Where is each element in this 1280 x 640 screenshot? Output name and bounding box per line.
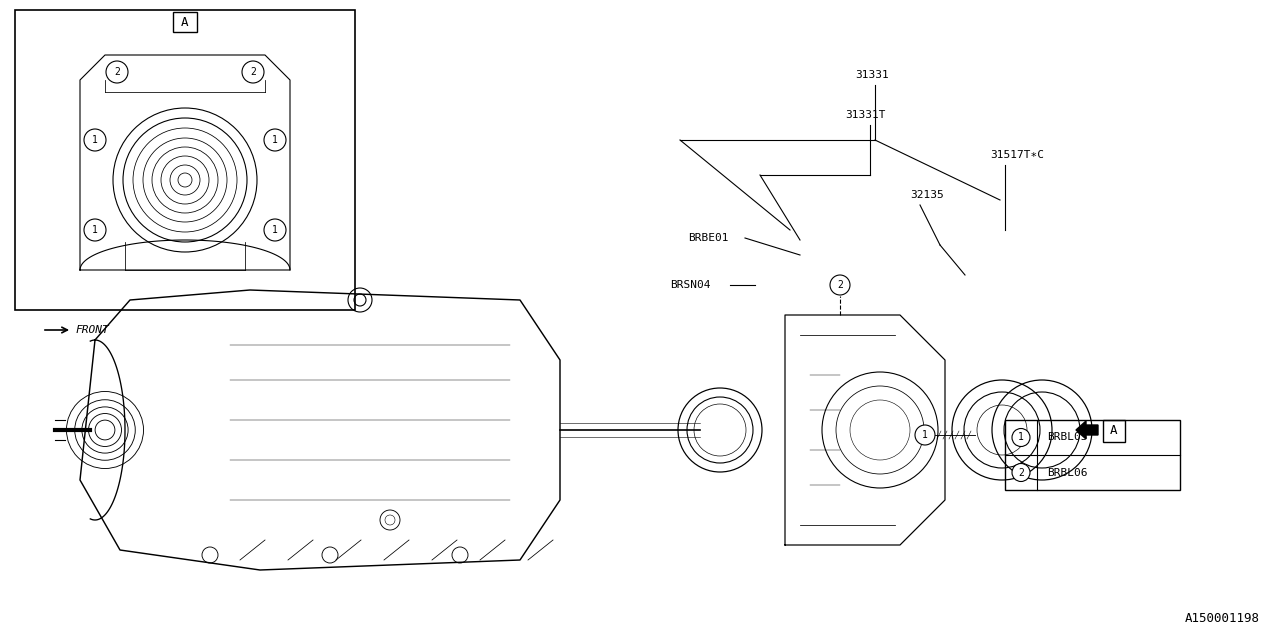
Text: BRBE01: BRBE01 (689, 233, 728, 243)
Text: 1: 1 (922, 430, 928, 440)
Circle shape (106, 61, 128, 83)
Circle shape (264, 129, 285, 151)
Text: FRONT: FRONT (76, 325, 109, 335)
Text: BRSN04: BRSN04 (669, 280, 710, 290)
Text: 31331: 31331 (855, 70, 888, 80)
Circle shape (242, 61, 264, 83)
Text: 31517T∗C: 31517T∗C (989, 150, 1044, 160)
Text: 2: 2 (250, 67, 256, 77)
Bar (173, 12, 197, 32)
FancyArrow shape (1076, 421, 1098, 439)
Text: A: A (1110, 424, 1117, 436)
Bar (1103, 420, 1125, 442)
Bar (15, 10, 355, 310)
Circle shape (829, 275, 850, 295)
Text: 2: 2 (1018, 467, 1024, 477)
Text: 2: 2 (114, 67, 120, 77)
Circle shape (264, 219, 285, 241)
Circle shape (1012, 463, 1030, 481)
Text: A: A (182, 15, 188, 29)
Circle shape (1012, 429, 1030, 447)
Circle shape (84, 219, 106, 241)
Circle shape (84, 129, 106, 151)
Text: 1: 1 (92, 225, 99, 235)
Text: BRBL05: BRBL05 (1047, 433, 1088, 442)
Text: 1: 1 (92, 135, 99, 145)
Text: 31331T: 31331T (845, 110, 886, 120)
Circle shape (915, 425, 934, 445)
Text: A150001198: A150001198 (1185, 612, 1260, 625)
Text: 1: 1 (1018, 433, 1024, 442)
Text: 1: 1 (273, 135, 278, 145)
Text: 1: 1 (273, 225, 278, 235)
Text: 2: 2 (837, 280, 844, 290)
Text: BRBL06: BRBL06 (1047, 467, 1088, 477)
Text: 32135: 32135 (910, 190, 943, 200)
Bar (1005, 420, 1180, 490)
